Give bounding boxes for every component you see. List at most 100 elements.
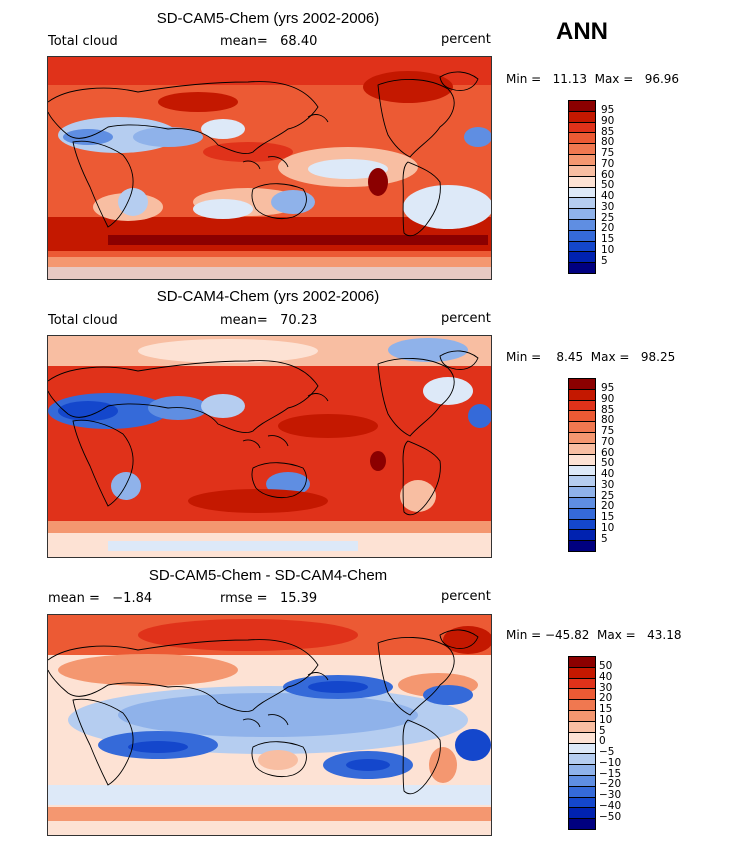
colorbar-swatch bbox=[569, 700, 595, 712]
colorbar-tick-label: 70 bbox=[601, 158, 615, 170]
colorbar-tick-label: 20 bbox=[601, 222, 615, 234]
colorbar-labels-difference: 50 40 30 20 15 10 5 0 −5 −10 −15 −20 −30… bbox=[599, 656, 639, 828]
colorbar-swatch bbox=[569, 476, 595, 488]
colorbar-swatch bbox=[569, 187, 595, 199]
season-label: ANN bbox=[556, 18, 608, 45]
colorbar-tick-label: 20 bbox=[601, 500, 615, 512]
colorbar-tick-label: 95 bbox=[601, 104, 615, 116]
colorbar-tick-label: 95 bbox=[601, 382, 615, 394]
colorbar-tick-label: 25 bbox=[601, 490, 615, 502]
colorbar-tick-label: 50 bbox=[601, 179, 615, 191]
colorbar-tick-label: 0 bbox=[599, 735, 606, 747]
colorbar-swatch bbox=[569, 721, 595, 733]
colorbar-swatch bbox=[569, 819, 595, 829]
colorbar-tick-label: 5 bbox=[599, 725, 606, 737]
colorbar-tick-label: 60 bbox=[601, 169, 615, 181]
colorbar-swatch bbox=[569, 389, 595, 401]
colorbar-swatch bbox=[569, 443, 595, 455]
colorbar-tick-label: 85 bbox=[601, 404, 615, 416]
min-max-label: Min = 8.45 Max = 98.25 bbox=[506, 350, 676, 364]
map-cam5-total-cloud bbox=[47, 56, 492, 280]
variable-label: Total cloud bbox=[48, 34, 118, 49]
colorbar-swatch bbox=[569, 411, 595, 423]
colorbar-tick-label: 90 bbox=[601, 393, 615, 405]
colorbar-swatch bbox=[569, 465, 595, 477]
colorbar-tick-label: 90 bbox=[601, 115, 615, 127]
colorbar-swatch bbox=[569, 144, 595, 156]
colorbar-cam5 bbox=[568, 100, 596, 274]
colorbar-swatch bbox=[569, 711, 595, 722]
colorbar-swatch bbox=[569, 667, 595, 679]
colorbar-tick-label: −10 bbox=[599, 757, 622, 769]
colorbar-tick-label: 15 bbox=[601, 233, 615, 245]
colorbar-swatch bbox=[569, 657, 595, 668]
colorbar-swatch bbox=[569, 541, 595, 551]
colorbar-tick-label: −20 bbox=[599, 778, 622, 790]
colorbar-tick-label: 80 bbox=[601, 414, 615, 426]
colorbar-tick-label: 10 bbox=[601, 244, 615, 256]
units-label: percent bbox=[441, 589, 491, 604]
colorbar-tick-label: −50 bbox=[599, 811, 622, 823]
colorbar-swatch bbox=[569, 379, 595, 390]
colorbar-swatch bbox=[569, 765, 595, 776]
units-label: percent bbox=[441, 32, 491, 47]
colorbar-tick-label: 30 bbox=[601, 201, 615, 213]
colorbar-swatch bbox=[569, 433, 595, 444]
colorbar-tick-label: 15 bbox=[601, 511, 615, 523]
colorbar-swatch bbox=[569, 219, 595, 231]
panel-title: SD-CAM5-Chem (yrs 2002-2006) bbox=[156, 10, 380, 27]
colorbar-swatch bbox=[569, 209, 595, 220]
colorbar-swatch bbox=[569, 497, 595, 509]
colorbar-swatch bbox=[569, 797, 595, 809]
colorbar-swatch bbox=[569, 508, 595, 520]
colorbar-swatch bbox=[569, 775, 595, 787]
colorbar-tick-label: −40 bbox=[599, 800, 622, 812]
variable-label: Total cloud bbox=[48, 313, 118, 328]
colorbar-tick-label: 85 bbox=[601, 126, 615, 138]
mean-label: mean= 70.23 bbox=[220, 313, 318, 328]
colorbar-swatch bbox=[569, 133, 595, 145]
colorbar-tick-label: −30 bbox=[599, 789, 622, 801]
colorbar-tick-label: −5 bbox=[599, 746, 615, 758]
mean-label: mean = −1.84 bbox=[48, 591, 153, 606]
colorbar-swatch bbox=[569, 678, 595, 690]
panel-title: SD-CAM5-Chem - SD-CAM4-Chem bbox=[148, 567, 388, 584]
colorbar-tick-label: 40 bbox=[601, 190, 615, 202]
colorbar-tick-label: 30 bbox=[601, 479, 615, 491]
colorbar-tick-label: 70 bbox=[601, 436, 615, 448]
colorbar-swatch bbox=[569, 754, 595, 766]
colorbar-swatch bbox=[569, 487, 595, 498]
colorbar-tick-label: 10 bbox=[599, 714, 613, 726]
colorbar-tick-label: −15 bbox=[599, 768, 622, 780]
mean-label: mean= 68.40 bbox=[220, 34, 318, 49]
colorbar-swatch bbox=[569, 252, 595, 264]
colorbar-swatch bbox=[569, 155, 595, 166]
colorbar-swatch bbox=[569, 689, 595, 701]
colorbar-tick-label: 20 bbox=[599, 692, 613, 704]
colorbar-swatch bbox=[569, 263, 595, 273]
colorbar-swatch bbox=[569, 454, 595, 466]
colorbar-swatch bbox=[569, 176, 595, 188]
min-max-label: Min = −45.82 Max = 43.18 bbox=[506, 628, 682, 642]
colorbar-swatch bbox=[569, 530, 595, 542]
colorbar-labels-cam5: 95 90 85 80 75 70 60 50 40 30 25 20 15 1… bbox=[601, 100, 641, 272]
colorbar-tick-label: 40 bbox=[599, 671, 613, 683]
colorbar-swatch bbox=[569, 400, 595, 412]
colorbar-swatch bbox=[569, 241, 595, 253]
colorbar-labels-cam4: 95 90 85 80 75 70 60 50 40 30 25 20 15 1… bbox=[601, 378, 641, 550]
map-difference-total-cloud bbox=[47, 614, 492, 836]
colorbar-swatch bbox=[569, 743, 595, 755]
colorbar-tick-label: 75 bbox=[601, 147, 615, 159]
colorbar-difference bbox=[568, 656, 596, 830]
map-cam4-total-cloud bbox=[47, 335, 492, 558]
colorbar-swatch bbox=[569, 230, 595, 242]
rmse-label: rmse = 15.39 bbox=[220, 591, 318, 606]
colorbar-swatch bbox=[569, 808, 595, 820]
panel-title: SD-CAM4-Chem (yrs 2002-2006) bbox=[156, 288, 380, 305]
colorbar-swatch bbox=[569, 519, 595, 531]
colorbar-cam4 bbox=[568, 378, 596, 552]
colorbar-swatch bbox=[569, 786, 595, 798]
units-label: percent bbox=[441, 311, 491, 326]
colorbar-swatch bbox=[569, 165, 595, 177]
colorbar-tick-label: 5 bbox=[601, 533, 608, 545]
